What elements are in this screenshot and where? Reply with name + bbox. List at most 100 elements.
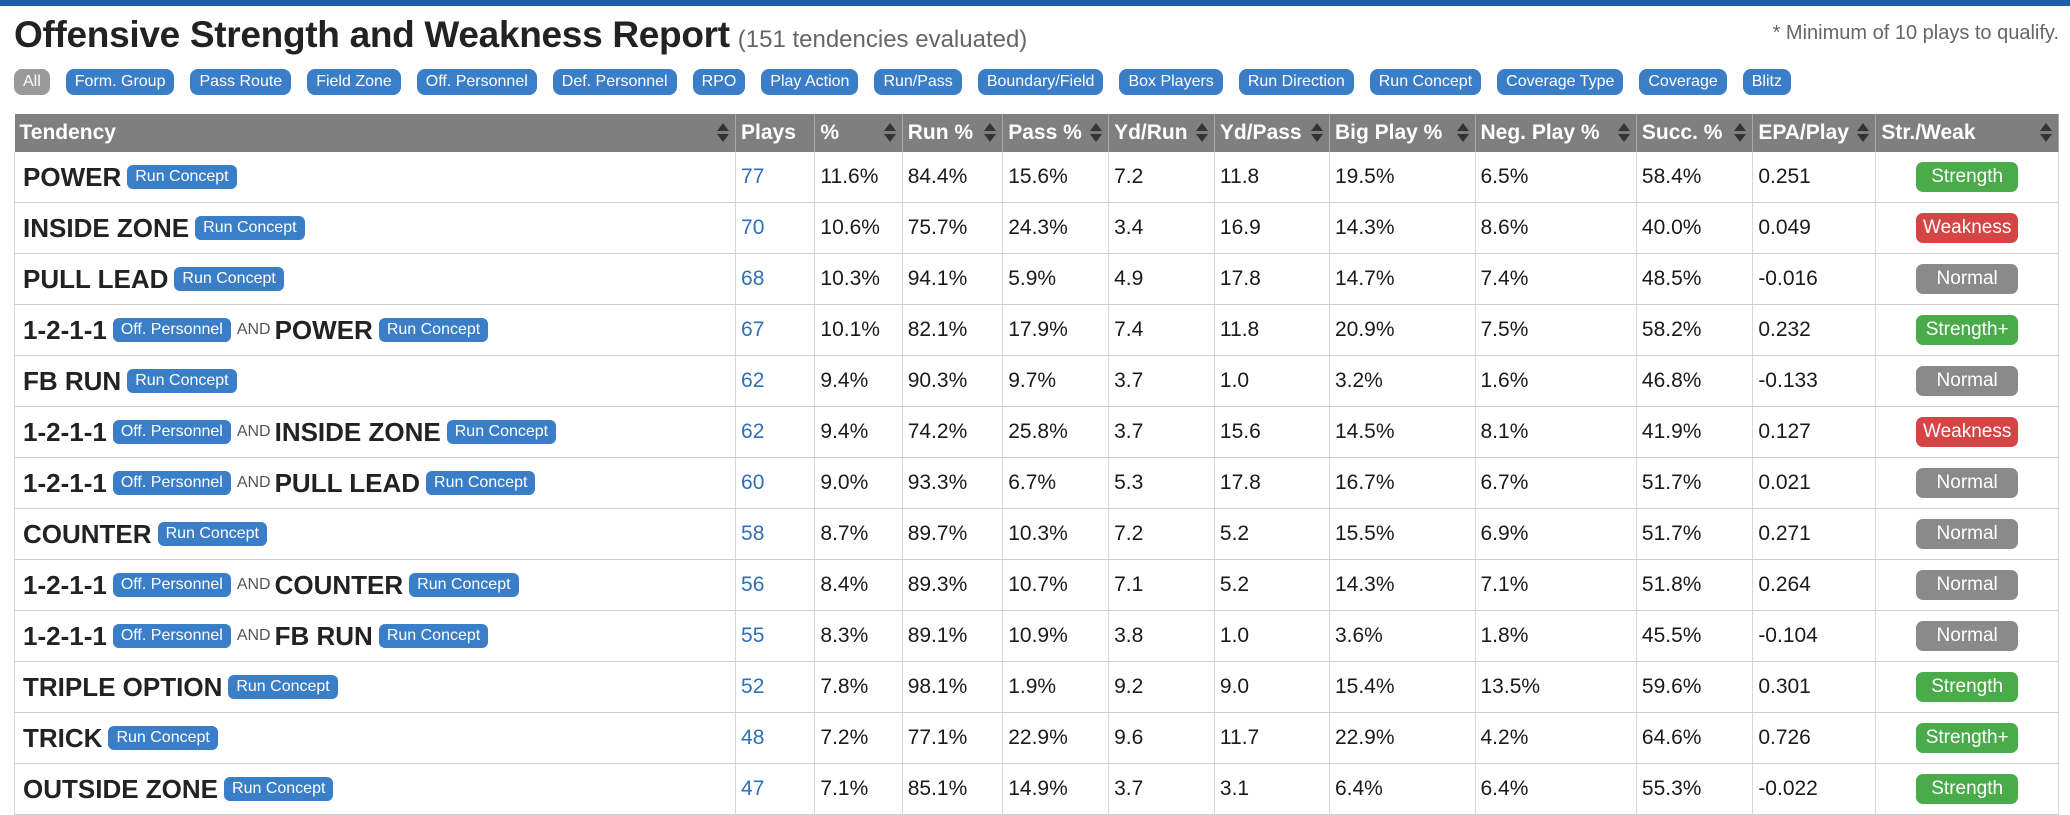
filter-chip-coverage[interactable]: Coverage: [1639, 69, 1727, 95]
sort-arrows-icon[interactable]: [1090, 123, 1103, 143]
filter-chip-boundary-field[interactable]: Boundary/Field: [977, 69, 1104, 95]
filter-chip-box-players[interactable]: Box Players: [1119, 69, 1223, 95]
cell-pass: 10.9%: [1002, 610, 1110, 662]
sort-arrows-icon[interactable]: [1195, 123, 1208, 143]
plays-link[interactable]: 62: [735, 406, 816, 458]
cell-ydrun: 3.7: [1108, 763, 1215, 815]
column-header-tendency[interactable]: Tendency: [14, 114, 737, 152]
plays-link[interactable]: 58: [735, 508, 816, 560]
plays-link[interactable]: 52: [735, 661, 816, 713]
tendency-cell: 1-2-1-1 Off. Personnel AND POWER Run Concept: [13, 304, 737, 356]
plays-link[interactable]: 47: [735, 763, 816, 815]
sort-arrows-icon[interactable]: [1456, 123, 1469, 143]
cell-big: 22.9%: [1329, 712, 1476, 764]
cell-succ: 40.0%: [1636, 202, 1754, 254]
sort-arrows-icon[interactable]: [2040, 123, 2052, 143]
cell-ydpass: 15.6: [1214, 406, 1330, 458]
plays-link[interactable]: 68: [735, 253, 816, 305]
cell-run: 75.7%: [902, 202, 1004, 254]
cell-big: 20.9%: [1329, 304, 1476, 356]
plays-link[interactable]: 70: [735, 202, 816, 254]
category-tag: Run Concept: [127, 369, 237, 393]
sort-arrows-icon[interactable]: [1734, 123, 1747, 143]
cell-epa: -0.022: [1752, 763, 1877, 815]
column-header-succ[interactable]: Succ. %: [1636, 114, 1754, 152]
plays-link[interactable]: 60: [735, 457, 816, 509]
filter-chip-run-concept[interactable]: Run Concept: [1369, 69, 1482, 95]
column-header-pct[interactable]: %: [814, 114, 903, 152]
cell-pct: 9.0%: [814, 457, 903, 509]
cell-pct: 10.1%: [814, 304, 903, 356]
strength-weakness-cell: Normal: [1875, 610, 2059, 662]
sort-arrows-icon[interactable]: [883, 123, 896, 143]
sort-arrows-icon[interactable]: [1310, 123, 1323, 143]
sort-arrows-icon[interactable]: [717, 123, 730, 143]
cell-ydpass: 17.8: [1214, 457, 1330, 509]
cell-big: 14.5%: [1329, 406, 1476, 458]
column-header-run[interactable]: Run %: [902, 114, 1004, 152]
cell-epa: 0.301: [1752, 661, 1877, 713]
cell-big: 3.6%: [1329, 610, 1476, 662]
column-header-neg-play[interactable]: Neg. Play %: [1475, 114, 1637, 152]
plays-link[interactable]: 62: [735, 355, 816, 407]
cell-neg: 6.5%: [1475, 152, 1637, 203]
cell-ydpass: 17.8: [1214, 253, 1330, 305]
plays-link[interactable]: 67: [735, 304, 816, 356]
status-badge: Normal: [1916, 366, 2019, 396]
column-header-label: %: [820, 121, 840, 144]
cell-ydrun: 4.9: [1108, 253, 1215, 305]
category-tag: Run Concept: [228, 675, 338, 699]
sort-arrows-icon[interactable]: [1857, 123, 1870, 143]
column-header-label: Yd/Run: [1114, 121, 1188, 144]
status-badge: Strength: [1916, 162, 2019, 192]
plays-link[interactable]: 77: [735, 152, 816, 203]
filter-chip-off-personnel[interactable]: Off. Personnel: [416, 69, 537, 95]
cell-epa: -0.133: [1752, 355, 1877, 407]
filter-chip-def-personnel[interactable]: Def. Personnel: [552, 69, 677, 95]
cell-run: 85.1%: [902, 763, 1004, 815]
cell-pass: 10.7%: [1002, 559, 1110, 611]
sort-arrows-icon[interactable]: [984, 123, 997, 143]
cell-neg: 7.5%: [1475, 304, 1637, 356]
filter-chip-field-zone[interactable]: Field Zone: [307, 69, 401, 95]
cell-pct: 8.4%: [814, 559, 903, 611]
filter-chip-run-direction[interactable]: Run Direction: [1238, 69, 1354, 95]
column-header-epa-play[interactable]: EPA/Play: [1752, 114, 1877, 152]
cell-pass: 22.9%: [1002, 712, 1110, 764]
cell-neg: 6.4%: [1475, 763, 1637, 815]
filter-chip-rpo[interactable]: RPO: [692, 69, 746, 95]
filter-chip-blitz[interactable]: Blitz: [1742, 69, 1791, 95]
filter-chip-pass-route[interactable]: Pass Route: [190, 69, 292, 95]
column-header-pass[interactable]: Pass %: [1002, 114, 1110, 152]
tendency-cell: POWER Run Concept: [13, 152, 737, 203]
plays-link[interactable]: 56: [735, 559, 816, 611]
plays-link[interactable]: 48: [735, 712, 816, 764]
cell-pass: 1.9%: [1002, 661, 1110, 713]
cell-succ: 46.8%: [1636, 355, 1754, 407]
column-header-str-weak[interactable]: Str./Weak: [1875, 114, 2059, 152]
cell-succ: 58.4%: [1636, 152, 1754, 203]
column-header-big-play[interactable]: Big Play %: [1329, 114, 1476, 152]
tendency-cell: FB RUN Run Concept: [13, 355, 737, 407]
sort-arrows-icon[interactable]: [1617, 123, 1630, 143]
table-row: 1-2-1-1 Off. Personnel AND FB RUN Run Concep…: [13, 610, 2059, 662]
tendency-cell: TRIPLE OPTION Run Concept: [13, 661, 737, 713]
category-tag: Off. Personnel: [112, 573, 231, 597]
column-header-plays[interactable]: Plays: [735, 114, 816, 152]
strength-weakness-cell: Strength: [1875, 152, 2059, 203]
plays-link[interactable]: 55: [735, 610, 816, 662]
filter-chip-coverage-type[interactable]: Coverage Type: [1497, 69, 1624, 95]
cell-ydpass: 5.2: [1214, 508, 1330, 560]
tendency-name: POWER: [23, 161, 122, 192]
filter-chip-form-group[interactable]: Form. Group: [65, 69, 175, 95]
tendency-name: POWER: [274, 314, 373, 345]
cell-epa: 0.271: [1752, 508, 1877, 560]
filter-chip-run-pass[interactable]: Run/Pass: [874, 69, 962, 95]
status-badge: Normal: [1916, 519, 2019, 549]
filter-chip-play-action[interactable]: Play Action: [761, 69, 859, 95]
cell-pct: 10.6%: [814, 202, 903, 254]
column-header-yd-run[interactable]: Yd/Run: [1108, 114, 1215, 152]
table-row: INSIDE ZONE Run Concept 70 10.6% 75.7% 24.3% 3…: [13, 202, 2059, 254]
column-header-yd-pass[interactable]: Yd/Pass: [1214, 114, 1330, 152]
filter-chip-all[interactable]: All: [14, 69, 50, 95]
